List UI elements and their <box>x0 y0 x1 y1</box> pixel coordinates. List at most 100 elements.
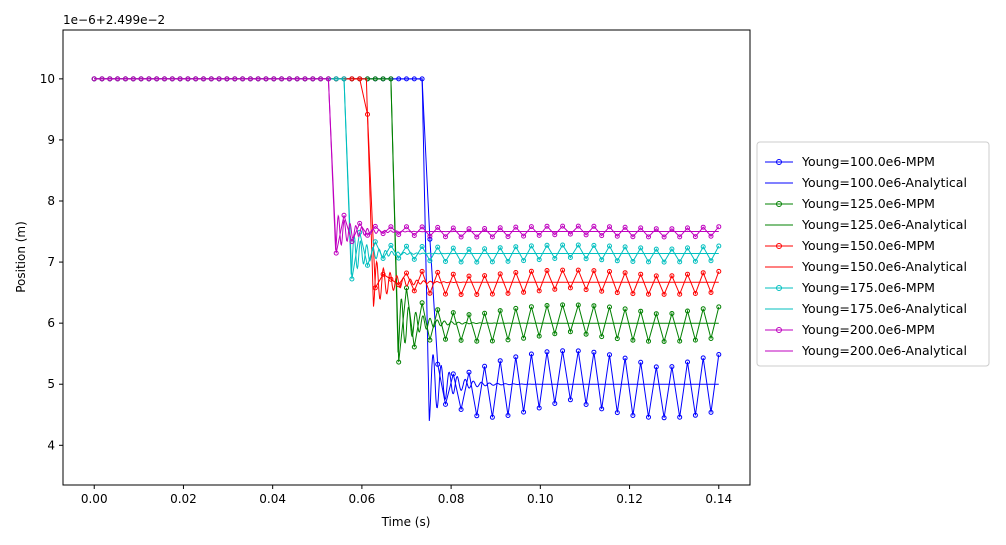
mpm-marker <box>458 292 464 297</box>
mpm-marker <box>474 234 480 240</box>
mpm-marker <box>450 371 456 377</box>
x-tick-label: 0.06 <box>349 492 376 506</box>
mpm-marker <box>622 355 628 361</box>
mpm-marker <box>365 262 370 268</box>
x-axis-label: Time (s) <box>381 515 431 529</box>
mpm-marker <box>450 245 456 251</box>
mpm-marker <box>622 270 628 276</box>
mpm-marker <box>341 212 347 218</box>
mpm-marker <box>427 236 433 242</box>
mpm-marker <box>685 271 690 277</box>
mpm-marker <box>427 233 433 239</box>
mpm-marker <box>513 270 519 275</box>
mpm-marker <box>599 288 605 294</box>
mpm-marker <box>427 258 433 264</box>
legend-marker <box>776 201 782 207</box>
mpm-marker <box>372 239 378 245</box>
mpm-marker <box>427 290 433 296</box>
mpm-marker <box>708 409 714 415</box>
mpm-marker <box>419 224 425 230</box>
mpm-marker <box>560 302 566 308</box>
mpm-marker <box>677 234 683 240</box>
y-axis-label: Position (m) <box>14 221 28 293</box>
x-tick-label: 0.02 <box>170 492 197 506</box>
mpm-marker <box>427 337 433 343</box>
mpm-marker <box>614 290 620 296</box>
mpm-marker <box>435 224 441 230</box>
mpm-marker <box>685 308 690 314</box>
mpm-marker <box>599 233 605 239</box>
legend-item: Young=100.0e6-MPM <box>765 154 935 169</box>
mpm-marker <box>607 304 612 310</box>
mpm-marker <box>380 271 386 277</box>
legend-label: Young=100.0e6-MPM <box>801 154 935 169</box>
x-tick-label: 0.04 <box>259 492 286 506</box>
mpm-marker <box>677 291 683 297</box>
mpm-marker <box>599 406 605 412</box>
mpm-marker <box>536 232 542 238</box>
mpm-marker <box>450 225 456 231</box>
mpm-marker <box>638 245 644 251</box>
mpm-marker <box>396 359 402 365</box>
mpm-marker <box>638 225 644 231</box>
mpm-marker <box>482 310 488 316</box>
mpm-marker <box>497 358 503 364</box>
mpm-marker <box>622 306 628 312</box>
mpm-marker <box>521 335 527 341</box>
legend-item: Young=200.0e6-Analytical <box>765 343 967 358</box>
mpm-marker <box>443 336 448 342</box>
mpm-marker <box>435 361 441 367</box>
mpm-marker <box>466 312 472 318</box>
mpm-marker <box>497 308 503 314</box>
legend-label: Young=100.0e6-Analytical <box>801 175 967 190</box>
legend-marker <box>776 159 782 165</box>
mpm-marker <box>552 331 558 337</box>
mpm-marker <box>489 234 495 240</box>
mpm-marker <box>544 303 550 308</box>
legend-item: Young=175.0e6-Analytical <box>765 301 967 316</box>
y-tick-label: 4 <box>47 438 55 452</box>
mpm-marker <box>700 270 706 276</box>
mpm-marker <box>591 349 597 355</box>
mpm-marker <box>591 303 597 309</box>
mpm-marker <box>685 359 690 365</box>
x-tick-label: 0.00 <box>81 492 108 506</box>
mpm-marker <box>458 259 464 265</box>
mpm-marker <box>450 310 456 316</box>
axes-frame <box>62 29 751 486</box>
mpm-marker <box>567 397 573 403</box>
mpm-marker <box>474 338 480 344</box>
mpm-marker <box>544 242 550 248</box>
mpm-marker <box>607 224 612 230</box>
mpm-marker <box>357 220 363 226</box>
mpm-marker <box>646 234 651 240</box>
mpm-marker <box>396 255 402 261</box>
mpm-marker <box>349 276 355 282</box>
mpm-marker <box>700 244 706 250</box>
mpm-marker <box>599 257 605 263</box>
mpm-marker <box>599 334 605 340</box>
mpm-marker <box>716 304 722 310</box>
mpm-marker <box>404 243 409 249</box>
mpm-marker <box>552 401 558 406</box>
y-tick-label: 9 <box>47 133 55 147</box>
mpm-marker <box>505 413 511 418</box>
mpm-marker <box>677 338 683 344</box>
legend-label: Young=125.0e6-Analytical <box>801 217 967 232</box>
mpm-marker <box>692 412 698 418</box>
mpm-marker <box>513 305 519 311</box>
mpm-marker <box>521 258 527 264</box>
mpm-marker <box>552 286 558 292</box>
mpm-marker <box>716 268 722 274</box>
legend-item: Young=125.0e6-Analytical <box>765 217 967 232</box>
mpm-marker <box>482 226 488 231</box>
mpm-marker <box>567 285 573 291</box>
mpm-marker <box>521 289 527 295</box>
mpm-marker <box>489 259 495 265</box>
mpm-marker <box>614 336 620 342</box>
mpm-marker <box>388 224 394 230</box>
mpm-marker <box>365 232 370 238</box>
legend-label: Young=150.0e6-MPM <box>801 238 935 253</box>
mpm-marker <box>575 302 581 308</box>
